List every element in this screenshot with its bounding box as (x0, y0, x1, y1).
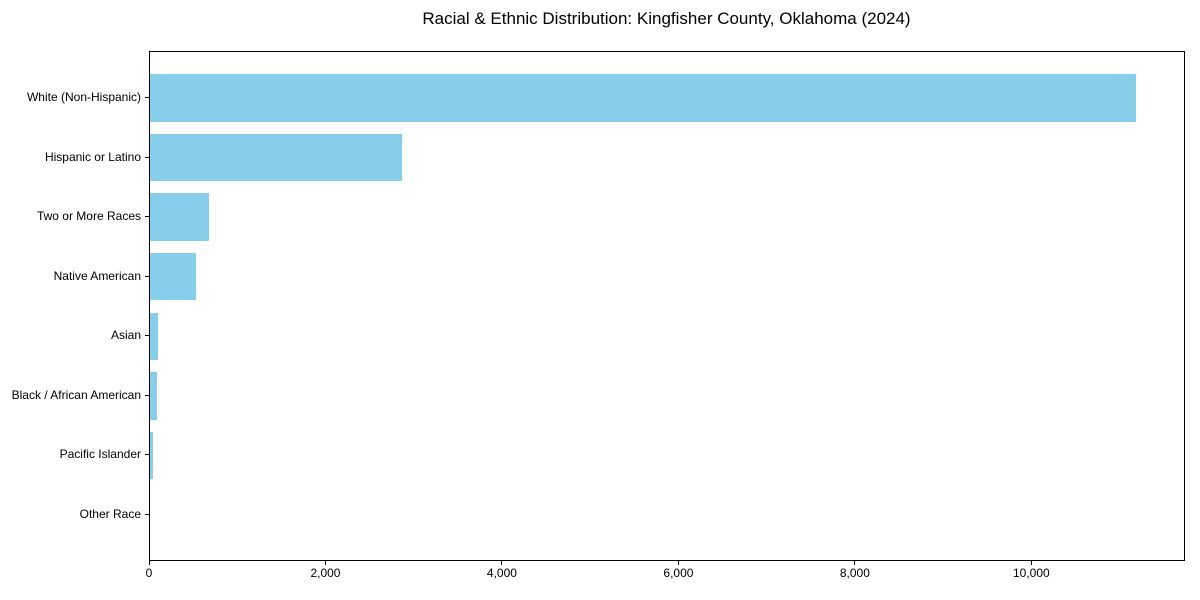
x-tick-2-000 (324, 561, 326, 565)
y-tick-native-american (145, 275, 149, 277)
x-tick-label-10-000: 10,000 (1012, 566, 1050, 580)
x-tick-label-6-000: 6,000 (663, 566, 694, 580)
x-tick-label-0: 0 (145, 566, 153, 580)
y-axis-label-white-non-hispanic: White (Non-Hispanic) (26, 90, 141, 104)
x-tick-6-000 (677, 561, 679, 565)
bar-black-african-american (150, 372, 158, 420)
bar-pacific-islander (150, 431, 153, 480)
x-tick-label-4-000: 4,000 (486, 566, 517, 580)
bar-two-or-more-races (150, 193, 210, 241)
y-axis-label-other-race: Other Race (79, 506, 141, 521)
y-axis-label-native-american: Native American (53, 268, 141, 283)
bar-white-non-hispanic (150, 74, 1137, 122)
x-tick-10-000 (1030, 561, 1032, 565)
y-axis-label-two-or-more-races: Two or More Races (36, 209, 141, 224)
bar-hispanic-or-latino (150, 133, 403, 182)
chart-title: Racial & Ethnic Distribution: Kingfisher… (422, 9, 911, 28)
plot-area (149, 51, 1185, 561)
y-axis-label-pacific-islander: Pacific Islander (59, 447, 141, 462)
y-axis-label-asian: Asian (110, 328, 141, 343)
x-tick-label-2-000: 2,000 (310, 566, 341, 580)
y-tick-white-non-hispanic (145, 97, 149, 98)
x-tick-0 (148, 561, 150, 565)
y-tick-hispanic-or-latino (145, 156, 149, 158)
y-tick-two-or-more-races (145, 216, 149, 218)
y-tick-black-african-american (145, 394, 149, 396)
y-tick-pacific-islander (145, 454, 149, 456)
y-tick-other-race (145, 513, 149, 515)
x-tick-4-000 (501, 561, 503, 565)
x-tick-8-000 (854, 561, 856, 565)
y-tick-asian (145, 335, 149, 337)
y-axis-label-hispanic-or-latino: Hispanic or Latino (44, 149, 141, 164)
bar-native-american (150, 252, 196, 301)
bar-asian (150, 312, 158, 361)
y-axis-label-black-african-american: Black / African American (11, 387, 141, 402)
x-tick-label-8-000: 8,000 (839, 566, 870, 580)
